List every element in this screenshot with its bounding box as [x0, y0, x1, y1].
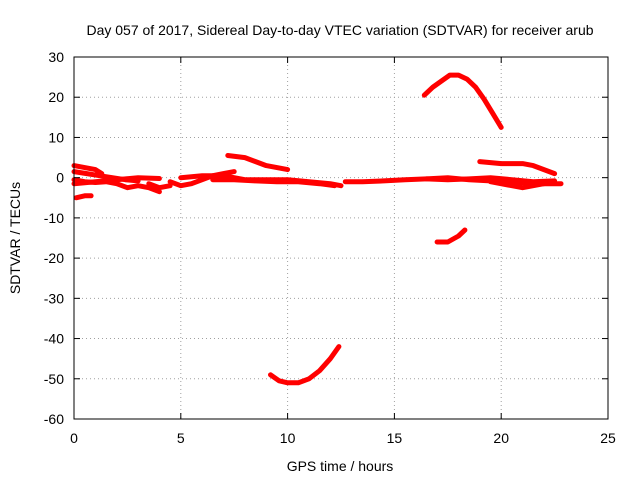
series-line — [423, 175, 558, 185]
y-tick-label: -60 — [44, 411, 64, 427]
chart-title: Day 057 of 2017, Sidereal Day-to-day VTE… — [86, 22, 593, 38]
x-tick-label: 5 — [177, 430, 185, 446]
series-line — [488, 179, 547, 191]
y-axis-label: SDTVAR / TECUs — [7, 182, 23, 294]
x-tick-label: 15 — [387, 430, 403, 446]
y-tick-label: -20 — [44, 250, 64, 266]
x-tick-label: 20 — [493, 430, 509, 446]
x-tick-label: 10 — [280, 430, 296, 446]
y-tick-label: -10 — [44, 210, 64, 226]
y-tick-label: -40 — [44, 331, 64, 347]
y-tick-label: 30 — [48, 49, 64, 65]
plot-frame — [73, 56, 609, 420]
y-tick-label: -50 — [44, 371, 64, 387]
y-tick-label: 0 — [56, 170, 64, 186]
data-series — [71, 72, 564, 386]
series-line — [210, 177, 338, 189]
series-line — [146, 181, 173, 191]
y-tick-label: -30 — [44, 290, 64, 306]
series-line — [71, 163, 105, 177]
axis-ticks — [73, 56, 609, 420]
x-axis-label: GPS time / hours — [287, 458, 394, 474]
y-tick-label: 20 — [48, 89, 64, 105]
y-tick-labels: -60 -50 -40 -30 -20 -10 0 10 20 30 — [44, 49, 64, 427]
y-tick-label: 10 — [48, 129, 64, 145]
series-line — [421, 72, 504, 130]
series-line — [477, 159, 558, 177]
x-tick-label: 25 — [600, 430, 616, 446]
series-line — [434, 227, 468, 245]
series-line — [71, 175, 162, 187]
series-line — [268, 344, 342, 386]
x-tick-label: 0 — [70, 430, 78, 446]
grid-lines — [74, 57, 608, 419]
x-tick-labels: 0 5 10 15 20 25 — [70, 430, 616, 446]
series-line — [73, 193, 94, 201]
series-line — [225, 153, 291, 173]
